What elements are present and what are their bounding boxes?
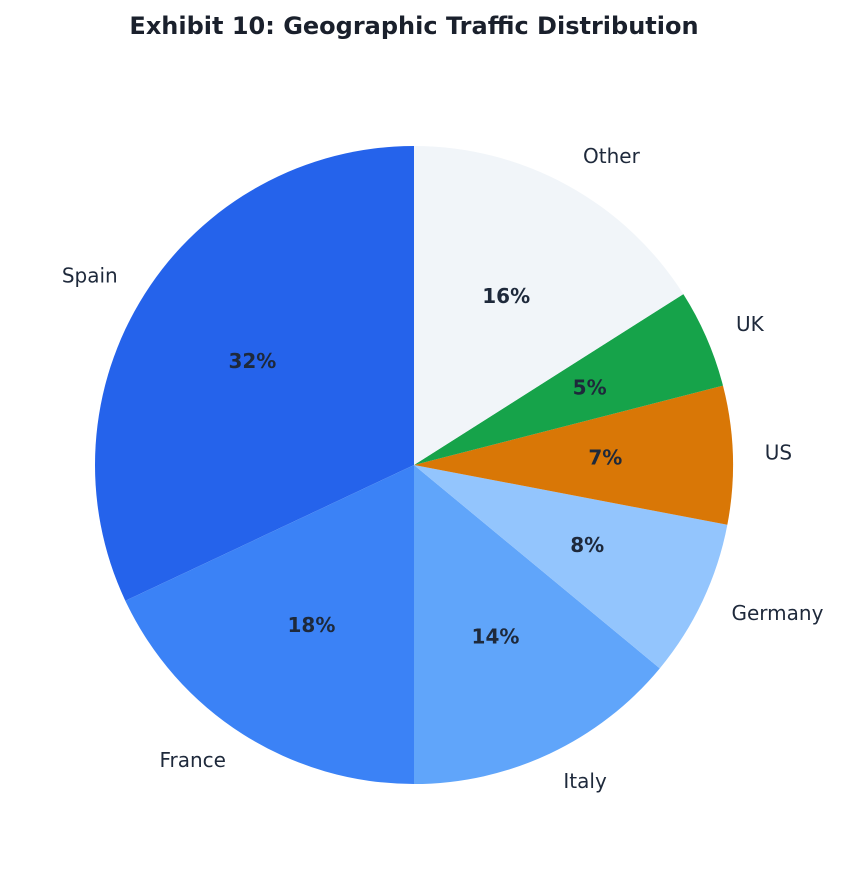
slice-label: Germany: [732, 601, 824, 625]
slice-label: US: [765, 440, 792, 464]
value-label: 8%: [570, 533, 604, 557]
slice-label: Other: [583, 144, 641, 168]
pie-slice: [414, 294, 723, 465]
value-label: 7%: [588, 445, 622, 469]
pie-slice: [414, 465, 728, 669]
value-label: 16%: [482, 284, 530, 308]
value-label: 32%: [228, 349, 276, 373]
pie-slice: [414, 385, 733, 525]
slice-label: UK: [736, 312, 765, 336]
value-label: 14%: [472, 625, 520, 649]
slice-label: Italy: [563, 769, 607, 793]
slice-label: France: [159, 748, 226, 772]
chart-title: Exhibit 10: Geographic Traffic Distribut…: [129, 12, 698, 40]
pie-slice: [94, 146, 415, 601]
slice-label: Spain: [62, 263, 118, 287]
pie-slice: [125, 465, 414, 784]
value-label: 18%: [288, 613, 336, 637]
pie-slice: [414, 146, 684, 465]
value-label: 5%: [573, 375, 607, 399]
pie-slice: [414, 465, 660, 784]
